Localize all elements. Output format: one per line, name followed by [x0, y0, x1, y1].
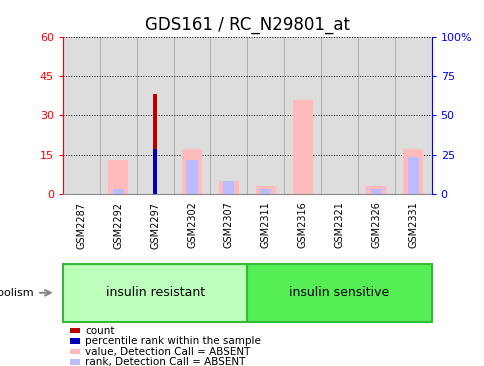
Bar	[152, 149, 157, 194]
Text: metabolism: metabolism	[0, 288, 33, 298]
Bar	[108, 160, 128, 194]
Bar	[218, 181, 239, 194]
Bar	[247, 264, 431, 322]
Bar	[70, 359, 79, 365]
Text: rank, Detection Call = ABSENT: rank, Detection Call = ABSENT	[85, 357, 245, 366]
Bar	[365, 186, 386, 194]
Bar	[255, 186, 275, 194]
Text: count: count	[85, 326, 114, 336]
Text: insulin resistant: insulin resistant	[106, 286, 204, 299]
Text: insulin sensitive: insulin sensitive	[289, 286, 389, 299]
Bar	[113, 189, 123, 194]
Bar	[260, 189, 271, 194]
Bar	[407, 157, 418, 194]
Title: GDS161 / RC_N29801_at: GDS161 / RC_N29801_at	[145, 16, 349, 34]
Text: value, Detection Call = ABSENT: value, Detection Call = ABSENT	[85, 347, 250, 356]
Bar	[402, 149, 423, 194]
Text: percentile rank within the sample: percentile rank within the sample	[85, 336, 260, 346]
Bar	[370, 189, 381, 194]
Bar	[70, 349, 79, 354]
Bar	[223, 181, 234, 194]
Bar	[70, 338, 79, 344]
Bar	[70, 328, 79, 333]
Bar	[182, 149, 202, 194]
Bar	[152, 94, 157, 194]
Bar	[186, 160, 197, 194]
Bar	[292, 100, 312, 194]
Bar	[63, 264, 247, 322]
